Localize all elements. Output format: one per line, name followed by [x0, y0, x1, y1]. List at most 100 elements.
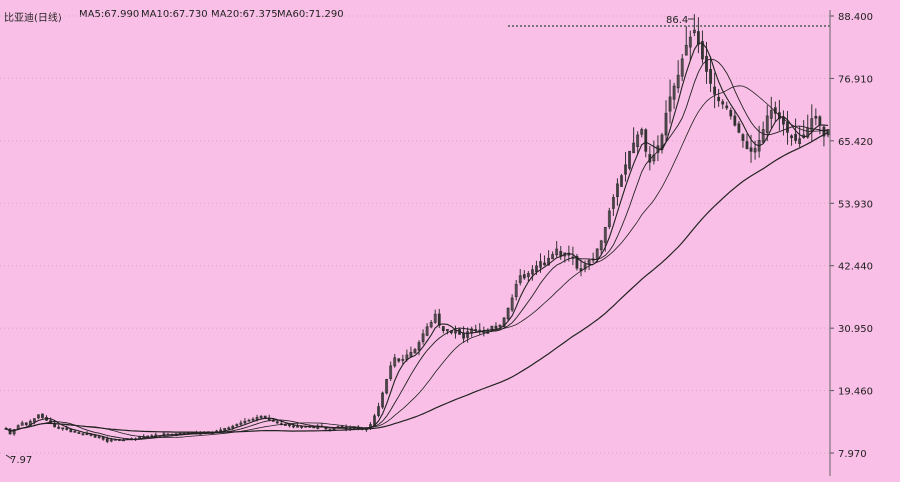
- candle-body: [709, 68, 712, 84]
- candle-body: [65, 427, 69, 430]
- candle-body: [535, 265, 538, 272]
- candle-body: [57, 426, 61, 429]
- candle-body: [429, 322, 433, 328]
- candle-body: [219, 429, 223, 432]
- candle-body: [377, 406, 380, 416]
- candle-body: [701, 41, 704, 60]
- candle-body: [97, 436, 101, 438]
- y-tick-label: 19.460: [838, 387, 873, 398]
- candle-body: [721, 101, 725, 105]
- candle-body: [20, 422, 24, 426]
- candle-body: [644, 129, 648, 152]
- candle-body: [761, 129, 765, 143]
- candle-body: [393, 357, 397, 367]
- candle-body: [494, 325, 498, 329]
- candle-body: [259, 416, 263, 418]
- candle-body: [89, 434, 93, 436]
- candle-body: [381, 392, 384, 408]
- high-label: 86.4: [666, 15, 688, 26]
- candle-body: [105, 438, 109, 442]
- ma5-line: [5, 42, 829, 441]
- candle-body: [425, 326, 429, 336]
- candle-body: [433, 313, 437, 323]
- candle-body: [583, 264, 587, 270]
- candle-body: [530, 269, 534, 275]
- candle-body: [502, 317, 506, 328]
- candle-body: [437, 313, 441, 326]
- candle-body: [69, 429, 73, 433]
- candle-body: [255, 417, 259, 420]
- candle-body: [822, 126, 826, 137]
- y-tick-label: 7.970: [838, 449, 867, 460]
- candle-body: [640, 129, 644, 135]
- candle-body: [749, 147, 753, 152]
- candle-body: [543, 262, 546, 266]
- low-pointer: [5, 454, 13, 460]
- candle-body: [77, 432, 81, 434]
- candle-body: [684, 44, 688, 56]
- candle-body: [555, 248, 559, 256]
- candle-body: [454, 330, 457, 334]
- candle-body: [688, 36, 692, 48]
- candle-body: [547, 257, 550, 266]
- candle-body: [628, 150, 631, 169]
- candle-body: [292, 425, 295, 428]
- candle-body: [632, 142, 636, 154]
- candle-body: [611, 197, 615, 209]
- chart-title: 比亚迪(日线): [4, 13, 62, 24]
- ma60-line: [5, 131, 829, 433]
- candle-body: [445, 329, 449, 332]
- candle-body: [741, 134, 745, 141]
- candle-body: [616, 183, 619, 198]
- candle-body: [510, 297, 514, 311]
- candle-body: [239, 422, 243, 425]
- candle-body: [697, 31, 700, 45]
- candle-body: [514, 284, 518, 298]
- candle-body: [526, 273, 530, 278]
- candle-body: [389, 365, 393, 380]
- candle-body: [506, 307, 510, 320]
- candle-body: [692, 29, 696, 34]
- candle-body: [417, 342, 421, 351]
- candle-body: [636, 134, 640, 147]
- ma10-label: MA10:67.730: [141, 9, 208, 20]
- candle-body: [409, 351, 413, 357]
- candle-body: [81, 433, 85, 436]
- candle-body: [478, 329, 482, 332]
- candle-body: [466, 331, 470, 338]
- candle-body: [680, 58, 684, 77]
- candle-body: [794, 133, 797, 141]
- candle-body: [790, 135, 793, 139]
- candle-body: [672, 85, 676, 100]
- candle-body: [32, 418, 36, 423]
- candle-body: [235, 424, 239, 427]
- candle-body: [284, 424, 287, 426]
- candle-body: [41, 413, 44, 418]
- candle-body: [769, 110, 773, 119]
- y-tick-label: 53.930: [838, 199, 873, 210]
- candle-body: [798, 138, 802, 144]
- candle-body: [818, 116, 822, 126]
- candle-body: [109, 439, 113, 442]
- candle-body: [599, 240, 603, 251]
- ma60-label: MA60:71.290: [277, 9, 344, 20]
- candle-body: [810, 118, 814, 132]
- candle-body: [607, 210, 611, 228]
- ma20-label: MA20:67.375: [211, 9, 278, 20]
- candle-body: [620, 175, 623, 187]
- candle-body: [725, 105, 729, 109]
- candle-body: [275, 421, 279, 424]
- candle-body: [401, 358, 405, 361]
- candle-body: [587, 260, 591, 264]
- candle-body: [713, 86, 717, 95]
- y-tick-label: 65.420: [838, 137, 873, 148]
- candle-body: [539, 261, 542, 268]
- candle-body: [73, 430, 77, 433]
- candle-body: [296, 425, 299, 428]
- candle-body: [733, 115, 737, 126]
- candle-body: [745, 141, 749, 149]
- candle-body: [729, 110, 733, 117]
- candle-body: [551, 254, 555, 260]
